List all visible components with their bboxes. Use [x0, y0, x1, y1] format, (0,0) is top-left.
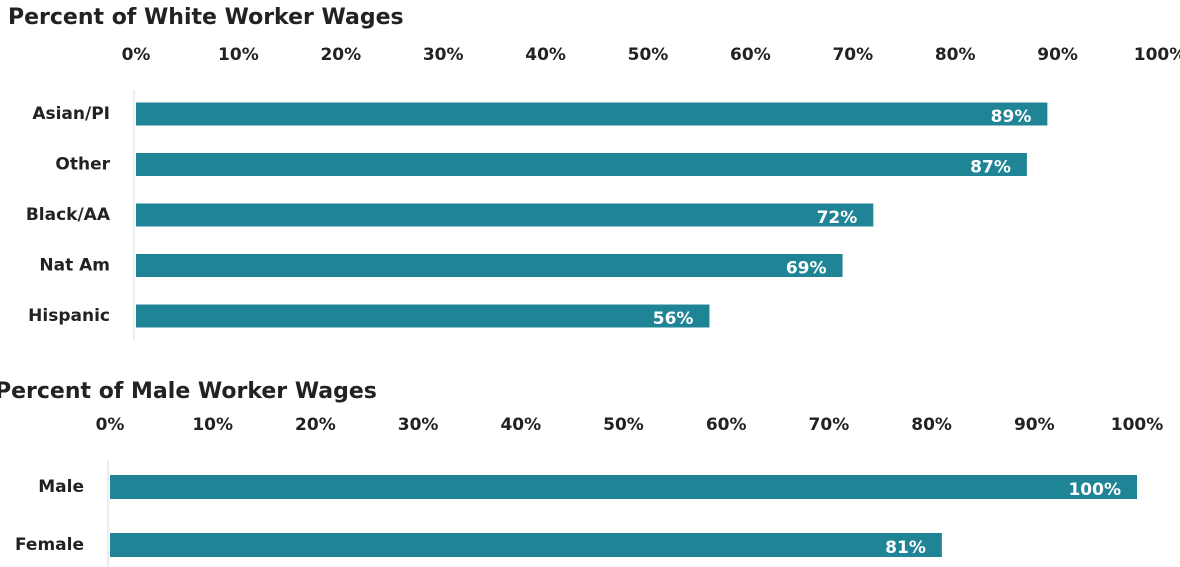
- x-tick-label: 80%: [935, 45, 976, 65]
- y-tick-label: Nat Am: [39, 256, 110, 276]
- x-tick-label: 30%: [398, 415, 439, 435]
- x-tick-label: 100%: [1111, 415, 1164, 435]
- bar: [136, 102, 1048, 126]
- x-tick-label: 60%: [706, 415, 747, 435]
- x-tick-label: 10%: [218, 45, 259, 65]
- x-tick-label: 30%: [423, 45, 464, 65]
- y-tick-label: Male: [38, 477, 84, 497]
- data-label: 100%: [1068, 480, 1121, 500]
- data-label: 69%: [786, 259, 827, 279]
- x-tick-label: 90%: [1037, 45, 1078, 65]
- x-tick-label: 60%: [730, 45, 771, 65]
- y-tick-label: Asian/PI: [32, 104, 110, 124]
- bar: [136, 203, 874, 227]
- x-tick-label: 100%: [1134, 45, 1180, 65]
- y-tick-label: Black/AA: [26, 205, 111, 225]
- x-tick-label: 80%: [911, 415, 952, 435]
- data-label: 56%: [653, 309, 694, 329]
- data-label: 87%: [970, 158, 1011, 178]
- bar: [136, 153, 1027, 176]
- bar: [110, 475, 1137, 499]
- y-tick-label: Female: [15, 535, 84, 555]
- data-label: 89%: [991, 107, 1032, 127]
- bar: [110, 533, 942, 557]
- y-tick-label: Hispanic: [28, 306, 110, 326]
- x-tick-label: 10%: [192, 415, 233, 435]
- x-tick-label: 90%: [1014, 415, 1055, 435]
- bar: [136, 304, 710, 328]
- chart-title: Percent of Male Worker Wages: [0, 379, 377, 404]
- x-tick-label: 20%: [295, 415, 336, 435]
- x-tick-label: 0%: [122, 45, 151, 65]
- bar: [136, 254, 843, 277]
- x-tick-label: 50%: [603, 415, 644, 435]
- x-tick-label: 40%: [500, 415, 541, 435]
- data-label: 81%: [885, 538, 926, 558]
- x-tick-label: 20%: [320, 45, 361, 65]
- data-label: 72%: [817, 208, 858, 228]
- x-tick-label: 0%: [96, 415, 125, 435]
- x-tick-label: 50%: [628, 45, 669, 65]
- chart-title: Percent of White Worker Wages: [8, 5, 404, 30]
- x-tick-label: 70%: [809, 415, 850, 435]
- x-tick-label: 70%: [832, 45, 873, 65]
- y-tick-label: Other: [55, 155, 110, 175]
- x-tick-label: 40%: [525, 45, 566, 65]
